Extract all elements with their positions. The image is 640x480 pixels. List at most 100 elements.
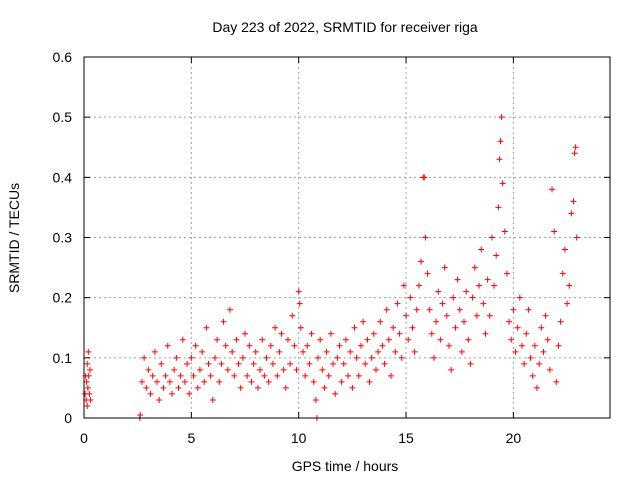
data-point xyxy=(465,336,472,343)
data-point xyxy=(220,318,227,325)
data-point xyxy=(557,318,564,325)
data-point xyxy=(555,342,562,349)
data-point xyxy=(561,246,568,253)
data-point xyxy=(385,336,392,343)
data-point xyxy=(141,354,148,361)
data-point xyxy=(370,330,377,337)
data-point xyxy=(192,342,199,349)
data-point xyxy=(392,348,399,355)
data-point xyxy=(306,360,313,367)
data-point xyxy=(222,342,229,349)
data-point xyxy=(570,198,577,205)
data-point xyxy=(138,378,145,385)
data-point xyxy=(484,276,491,283)
data-point xyxy=(312,396,319,403)
data-point xyxy=(476,282,483,289)
data-point xyxy=(280,366,287,373)
data-point xyxy=(85,372,92,379)
data-point xyxy=(443,312,450,319)
data-point xyxy=(571,150,578,157)
data-point xyxy=(325,372,332,379)
data-point xyxy=(321,384,328,391)
data-point xyxy=(534,384,541,391)
x-axis-label: GPS time / hours xyxy=(292,458,399,474)
data-point xyxy=(216,378,223,385)
data-point xyxy=(413,306,420,313)
data-point xyxy=(355,372,362,379)
data-point xyxy=(340,360,347,367)
data-point xyxy=(424,270,431,277)
data-point xyxy=(491,282,498,289)
y-tick-label: 0.4 xyxy=(53,169,73,185)
data-point xyxy=(181,378,188,385)
data-point xyxy=(278,330,285,337)
data-point xyxy=(233,336,240,343)
data-point xyxy=(351,324,358,331)
data-point xyxy=(493,252,500,259)
data-point xyxy=(149,372,156,379)
data-point xyxy=(499,180,506,187)
data-point xyxy=(503,270,510,277)
data-point xyxy=(400,282,407,289)
data-point xyxy=(409,324,416,331)
data-point xyxy=(523,330,530,337)
data-point xyxy=(501,228,508,235)
data-point xyxy=(319,366,326,373)
y-tick-label: 0.1 xyxy=(53,350,73,366)
data-point xyxy=(153,378,160,385)
data-point xyxy=(196,366,203,373)
data-point xyxy=(551,228,558,235)
data-point xyxy=(469,294,476,301)
data-point xyxy=(338,378,345,385)
data-point xyxy=(463,288,470,295)
data-point xyxy=(203,324,210,331)
data-point xyxy=(488,234,495,241)
y-tick-label: 0.5 xyxy=(53,109,73,125)
data-point xyxy=(164,342,171,349)
data-point xyxy=(87,396,94,403)
data-point xyxy=(156,396,163,403)
data-point xyxy=(525,306,532,313)
data-point xyxy=(205,360,212,367)
axis-ticks xyxy=(83,56,610,419)
data-point xyxy=(353,354,360,361)
data-point xyxy=(559,270,566,277)
data-point xyxy=(269,360,276,367)
data-point xyxy=(377,318,384,325)
data-point xyxy=(390,324,397,331)
data-point xyxy=(252,348,259,355)
data-point xyxy=(250,360,257,367)
data-point xyxy=(235,360,242,367)
data-point xyxy=(177,372,184,379)
data-point xyxy=(334,354,341,361)
data-point xyxy=(473,312,480,319)
data-point xyxy=(83,378,90,385)
data-point xyxy=(224,366,231,373)
data-point xyxy=(291,342,298,349)
data-point xyxy=(467,360,474,367)
data-point xyxy=(418,258,425,265)
data-point xyxy=(282,384,289,391)
data-point xyxy=(214,336,221,343)
data-point xyxy=(248,378,255,385)
data-point xyxy=(426,306,433,313)
chart-title: Day 223 of 2022, SRMTID for receiver rig… xyxy=(212,19,478,35)
y-tick-label: 0.6 xyxy=(53,49,73,65)
data-point xyxy=(514,324,521,331)
data-point xyxy=(422,234,429,241)
data-point xyxy=(480,300,487,307)
data-point xyxy=(428,330,435,337)
data-point xyxy=(445,342,452,349)
data-point xyxy=(456,306,463,313)
data-point xyxy=(448,366,455,373)
data-point xyxy=(315,354,322,361)
data-point xyxy=(396,330,403,337)
data-point xyxy=(244,372,251,379)
data-point xyxy=(304,342,311,349)
data-point xyxy=(564,300,571,307)
data-point xyxy=(287,360,294,367)
data-point xyxy=(267,342,274,349)
data-point xyxy=(512,348,519,355)
data-point xyxy=(323,348,330,355)
